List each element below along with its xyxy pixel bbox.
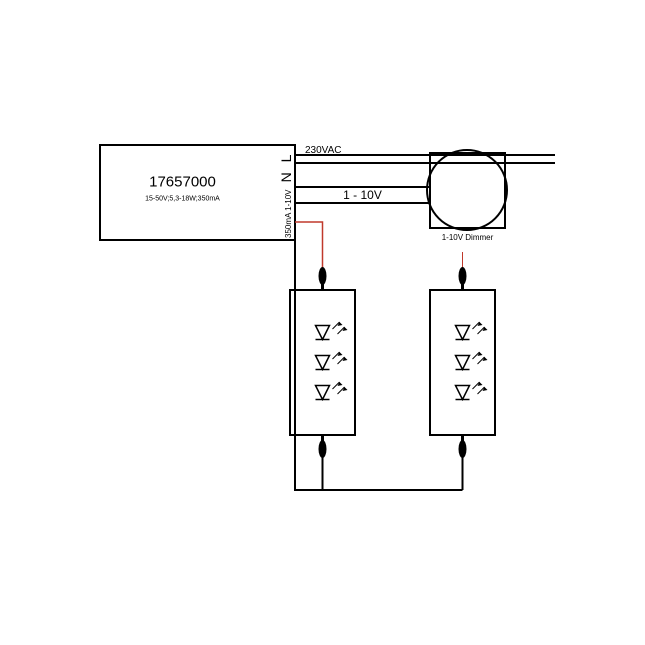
dim-control-wires: 1 - 10V [295, 187, 430, 203]
dimmer-label: 1-10V Dimmer [442, 233, 494, 242]
ac-label: 230VAC [305, 145, 342, 156]
driver-subtitle: 15-50V;5,3-18W;350mA [145, 196, 220, 203]
led-module-a [290, 267, 355, 458]
dim-label: 1 - 10V [343, 188, 382, 202]
driver-output-label: 350mA 1-10V [284, 189, 293, 238]
ac-wires: 230VAC [295, 145, 555, 163]
driver-nl-label: N L [278, 152, 294, 183]
led-module-b [430, 267, 495, 458]
driver-title: 17657000 [149, 174, 216, 191]
led-driver-box: 17657000 15-50V;5,3-18W;350mA N L 350mA … [100, 145, 295, 240]
